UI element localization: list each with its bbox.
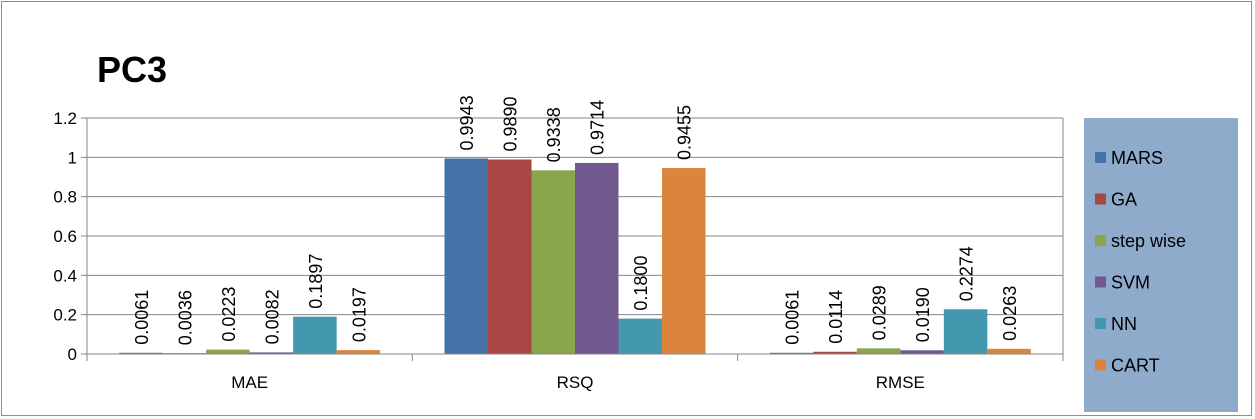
y-tick-label: 0.8 [53, 188, 77, 207]
data-label: 0.9890 [501, 96, 521, 151]
data-label: 0.1897 [306, 254, 326, 309]
x-category-label: RMSE [876, 373, 925, 392]
bar-ga-rmse [813, 351, 857, 354]
bar-step-wise-mae [206, 349, 250, 354]
data-label: 0.0223 [219, 287, 239, 342]
grid-lines [87, 117, 1063, 316]
data-label: 0.0190 [913, 287, 933, 342]
y-tick-label: 1.2 [53, 109, 77, 128]
bars [119, 158, 1031, 354]
bar-nn-rmse [943, 309, 988, 354]
bar-mars-mae [119, 352, 163, 354]
bar-nn-mae [293, 316, 337, 354]
bar-svm-rsq [575, 162, 619, 354]
legend-swatch [1095, 359, 1106, 371]
data-label: 0.9455 [675, 105, 695, 160]
legend-swatch [1095, 235, 1106, 246]
y-tick-label: 0.2 [53, 306, 77, 325]
legend-entry: SVM [1111, 273, 1150, 293]
data-label: 0.2274 [957, 246, 977, 301]
data-label: 0.9714 [588, 100, 608, 155]
y-tick-label: 0.4 [53, 266, 77, 285]
legend-swatch [1095, 318, 1106, 329]
bar-mars-rsq [444, 158, 488, 354]
data-label: 0.0036 [175, 290, 195, 345]
bar-svm-rmse [900, 350, 944, 354]
data-labels: 0.0061 0.0036 0.0223 0.0082 0.1897 0.0197 0.99… [132, 95, 1020, 345]
x-category-label: MAE [231, 373, 268, 392]
y-tick-label: 0 [68, 345, 77, 364]
legend-swatch [1095, 276, 1106, 288]
data-label: 0.0289 [870, 285, 890, 340]
data-label: 0.0263 [1000, 286, 1020, 341]
legend-entry: step wise [1111, 231, 1186, 251]
axes: 0 0.2 0.4 0.6 0.8 1 1.2 MAE RSQ RMSE [53, 109, 1064, 392]
bar-cart-rsq [662, 168, 706, 354]
legend-entry: GA [1111, 190, 1137, 210]
bar-step-wise-rmse [856, 348, 901, 354]
bar-ga-rsq [488, 159, 532, 354]
y-tick-label: 1 [68, 148, 77, 167]
data-label: 0.0197 [349, 287, 369, 342]
legend-entry: MARS [1111, 148, 1163, 168]
chart-title: PC3 [97, 49, 167, 90]
data-label: 0.0061 [132, 290, 152, 345]
data-label: 0.0114 [826, 290, 846, 344]
legend-swatch [1095, 152, 1106, 163]
bar-step-wise-rsq [531, 170, 575, 354]
data-label: 0.0061 [783, 290, 803, 345]
bar-svm-mae [249, 352, 294, 354]
legend: MARS GA step wise SVM NN CART [1084, 118, 1238, 412]
data-label: 0.1800 [631, 256, 651, 311]
legend-entry: NN [1111, 314, 1137, 334]
legend-swatch [1095, 193, 1106, 205]
x-category-label: RSQ [557, 373, 594, 392]
data-label: 0.9338 [544, 107, 564, 162]
bar-cart-rmse [987, 348, 1031, 354]
bar-nn-rsq [618, 318, 662, 354]
data-label: 0.9943 [457, 95, 477, 150]
data-label: 0.0082 [262, 289, 282, 344]
legend-box [1084, 118, 1238, 412]
bar-cart-mae [336, 350, 381, 354]
y-tick-label: 0.6 [53, 227, 77, 246]
bar-mars-rmse [769, 352, 814, 354]
legend-entry: CART [1111, 356, 1160, 376]
